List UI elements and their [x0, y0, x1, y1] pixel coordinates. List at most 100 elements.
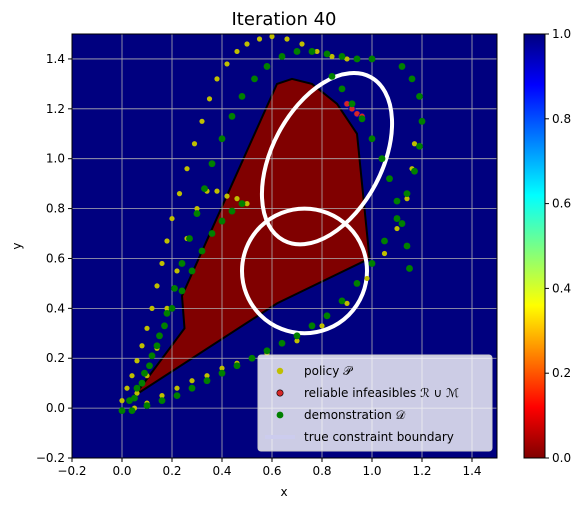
- policy-point: [199, 118, 205, 124]
- x-tick-label: 0.4: [212, 464, 231, 478]
- demonstration-point: [353, 55, 361, 63]
- x-tick-label: 1.4: [462, 464, 481, 478]
- policy-point: [244, 41, 250, 47]
- demonstration-point: [228, 207, 236, 215]
- legend-policy-marker: [276, 367, 284, 375]
- x-tick-label: 0.6: [262, 464, 281, 478]
- demonstration-point: [208, 160, 216, 168]
- x-tick-label: 1.0: [362, 464, 381, 478]
- policy-point: [129, 373, 135, 379]
- demonstration-point: [308, 48, 316, 55]
- policy-point: [124, 385, 130, 391]
- legend-policy-label: policy 𝒫: [304, 364, 353, 378]
- demonstration-point: [338, 85, 346, 93]
- policy-point: [214, 188, 220, 194]
- demonstration-point: [188, 384, 196, 392]
- y-axis-label: y: [10, 242, 24, 249]
- demonstration-point: [238, 200, 246, 208]
- demonstration-point: [328, 73, 336, 80]
- policy-point: [404, 196, 410, 202]
- demonstration-point: [186, 235, 193, 242]
- x-tick-label: 1.2: [412, 464, 431, 478]
- x-tick-label: 0.0: [112, 464, 131, 478]
- policy-point: [164, 238, 170, 244]
- demonstration-point: [193, 210, 201, 217]
- policy-point: [206, 96, 213, 102]
- colorbar-tick-label: 0.4: [552, 281, 571, 295]
- y-tick-label: 1.2: [46, 102, 65, 116]
- demonstration-point: [203, 377, 211, 385]
- demonstration-point: [278, 53, 286, 60]
- demonstration-point: [368, 55, 376, 63]
- policy-point: [269, 34, 275, 40]
- demonstration-point: [173, 392, 181, 400]
- demonstration-point: [348, 100, 356, 108]
- policy-point: [174, 268, 180, 274]
- x-tick-label: −0.2: [57, 464, 86, 478]
- policy-point: [214, 76, 220, 82]
- demonstration-point: [403, 242, 411, 250]
- demonstration-point: [131, 394, 138, 402]
- demonstration-point: [218, 217, 226, 225]
- colorbar-tick-label: 0.8: [552, 112, 571, 126]
- y-tick-label: 1.4: [46, 52, 65, 66]
- policy-point: [154, 283, 160, 289]
- demonstration-point: [228, 112, 236, 120]
- x-tick-label: 0.2: [162, 464, 181, 478]
- demonstration-point: [218, 369, 226, 377]
- demonstration-point: [381, 237, 388, 245]
- demonstration-point: [238, 92, 246, 100]
- demonstration-point: [308, 322, 316, 330]
- chart-title: Iteration 40: [232, 9, 337, 30]
- policy-point: [394, 225, 400, 232]
- plot-frame: [71, 33, 498, 459]
- demonstration-point: [368, 135, 376, 143]
- policy-point: [284, 36, 290, 42]
- policy-point: [329, 53, 335, 60]
- demonstration-point: [233, 362, 241, 370]
- demonstration-point: [148, 352, 156, 360]
- demonstration-point: [263, 63, 271, 70]
- y-axis-ticks: −0.2 0.0 0.2 0.4 0.6 0.8 1.0 1.2 1.4: [36, 52, 72, 465]
- policy-point: [159, 393, 165, 399]
- policy-point: [224, 61, 230, 67]
- demonstration-point: [146, 362, 153, 370]
- policy-point: [159, 260, 165, 267]
- demonstration-point: [418, 117, 426, 125]
- legend-demonstration-marker: [276, 411, 284, 419]
- demonstration-point: [168, 304, 176, 312]
- legend-boundary-label: true constraint boundary: [304, 430, 454, 444]
- demonstration-point: [161, 322, 168, 330]
- demonstration-point: [128, 407, 136, 415]
- demonstration-point: [408, 75, 416, 83]
- constraint-ellipse: [240, 206, 369, 336]
- colorbar-tick-label: 0.2: [552, 366, 571, 380]
- colorbar-ticks: 0.0 0.2 0.4 0.6 0.8 1.0: [545, 27, 571, 465]
- demonstration-point: [353, 280, 361, 287]
- demonstration-point: [398, 63, 406, 70]
- colorbar: 0.0 0.2 0.4 0.6 0.8 1.0: [523, 27, 571, 465]
- colorbar-gradient: [523, 33, 546, 459]
- demonstration-point: [278, 339, 286, 347]
- policy-point: [224, 193, 230, 199]
- demonstration-point: [398, 220, 406, 227]
- demonstration-point: [218, 135, 226, 143]
- policy-point: [169, 215, 175, 222]
- demonstration-point: [338, 53, 346, 60]
- demonstration-point: [393, 215, 401, 222]
- colorbar-tick-label: 0.6: [552, 197, 571, 211]
- policy-point: [134, 390, 140, 396]
- y-tick-label: 0.2: [46, 351, 65, 365]
- demonstration-point: [251, 75, 258, 83]
- y-tick-label: 0.8: [46, 202, 65, 216]
- policy-point: [244, 201, 250, 207]
- demonstration-point: [411, 167, 418, 175]
- policy-point: [234, 48, 240, 55]
- demonstration-point: [293, 48, 301, 55]
- demonstration-point: [156, 332, 163, 340]
- policy-point: [234, 196, 240, 202]
- colorbar-tick-label: 1.0: [552, 27, 571, 41]
- y-tick-label: −0.2: [36, 451, 65, 465]
- policy-point: [411, 141, 418, 147]
